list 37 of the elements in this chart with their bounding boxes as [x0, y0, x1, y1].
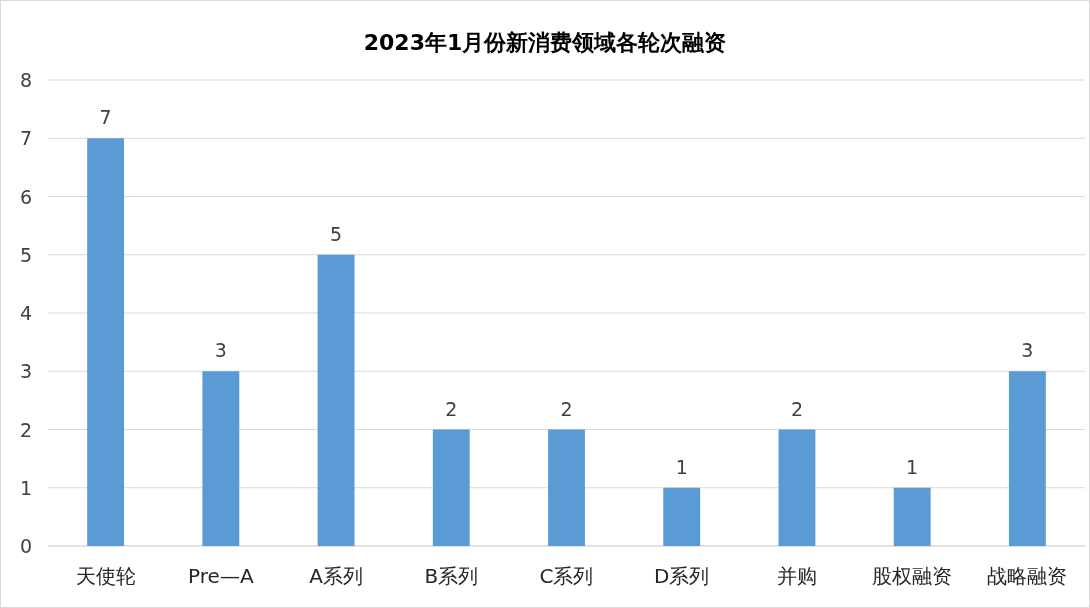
y-tick-label: 3	[19, 360, 33, 383]
bar	[317, 254, 355, 546]
chart-title: 2023年1月份新消费领域各轮次融资	[363, 30, 727, 55]
y-tick-label: 1	[19, 476, 33, 499]
bar	[432, 429, 470, 546]
data-label: 2	[445, 397, 458, 420]
data-label: 5	[330, 222, 343, 245]
y-tick-label: 0	[19, 535, 33, 557]
y-tick-label: 2	[19, 418, 33, 441]
y-tick-label: 4	[19, 302, 33, 324]
y-tick-label: 6	[19, 185, 33, 208]
x-tick-label: 天使轮	[75, 564, 136, 588]
data-label: 2	[560, 397, 573, 420]
x-tick-label: 战略融资	[987, 564, 1068, 588]
data-label: 3	[1021, 339, 1034, 362]
bar	[893, 487, 931, 546]
bar	[548, 429, 585, 546]
data-label: 7	[99, 106, 112, 129]
x-tick-label: 股权融资	[872, 564, 953, 588]
data-label: 1	[675, 455, 688, 478]
x-tick-label: D系列	[654, 564, 710, 588]
y-tick-label: 8	[19, 69, 33, 91]
x-tick-label: B系列	[424, 564, 479, 588]
x-tick-label: 并购	[776, 564, 817, 588]
y-tick-label: 5	[19, 243, 33, 266]
bar	[87, 138, 125, 546]
bar	[663, 487, 701, 546]
data-label: 3	[214, 339, 227, 362]
bar	[1008, 371, 1046, 546]
data-label: 2	[790, 397, 803, 420]
data-label: 1	[906, 455, 919, 478]
bar	[778, 429, 816, 546]
bar	[202, 371, 240, 546]
x-tick-label: A系列	[309, 564, 363, 588]
y-tick-label: 7	[19, 127, 33, 150]
x-tick-label: C系列	[539, 564, 594, 588]
x-tick-label: Pre—A	[188, 564, 254, 588]
